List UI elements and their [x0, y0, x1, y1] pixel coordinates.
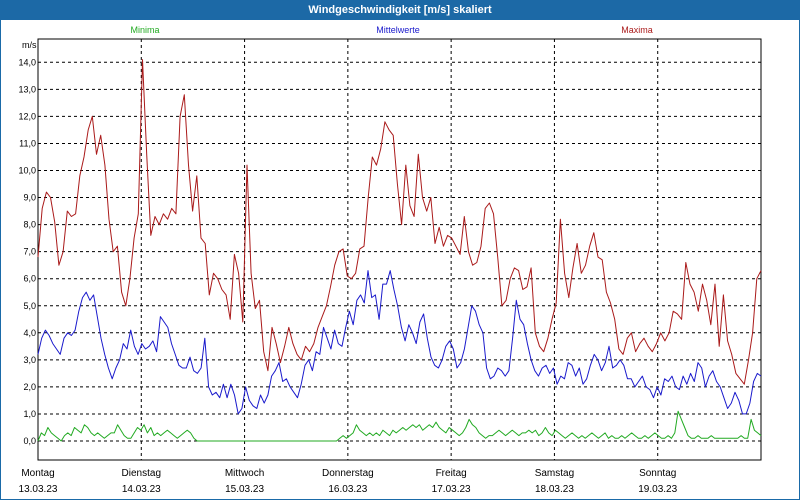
y-tick-label: 4,0: [23, 328, 36, 338]
y-tick-label: 5,0: [23, 301, 36, 311]
y-tick-label: 6,0: [23, 274, 36, 284]
legend-entry: Minima: [130, 25, 159, 35]
x-date-label: 15.03.23: [225, 484, 264, 495]
y-tick-label: 3,0: [23, 355, 36, 365]
y-tick-label: 2,0: [23, 382, 36, 392]
legend-entry: Mittelwerte: [376, 25, 420, 35]
chart-title: Windgeschwindigkeit [m/s] skaliert: [0, 0, 800, 20]
series-line-maxima: [37, 59, 762, 385]
x-day-label: Dienstag: [122, 468, 161, 479]
series-line-minima: [37, 410, 762, 442]
x-day-label: Mittwoch: [225, 468, 264, 479]
x-day-label: Sonntag: [639, 468, 676, 479]
y-tick-label: 1,0: [23, 409, 36, 419]
x-day-label: Donnerstag: [322, 468, 374, 479]
x-day-label: Freitag: [436, 468, 467, 479]
x-day-label: Montag: [21, 468, 54, 479]
y-tick-label: 14,0: [18, 57, 36, 67]
x-date-label: 14.03.23: [122, 484, 161, 495]
x-date-label: 19.03.23: [638, 484, 677, 495]
y-tick-label: 11,0: [19, 138, 36, 148]
x-date-label: 13.03.23: [19, 484, 58, 495]
y-tick-label: 12,0: [18, 111, 36, 121]
legend-entry: Maxima: [621, 25, 653, 35]
x-day-label: Samstag: [535, 468, 574, 479]
y-tick-label: 10,0: [18, 166, 36, 176]
y-tick-label: 9,0: [23, 193, 36, 203]
plot-area: [37, 38, 762, 461]
y-axis-label: m/s: [22, 40, 37, 50]
y-tick-label: 0,0: [23, 436, 36, 446]
x-date-label: 16.03.23: [328, 484, 367, 495]
x-date-label: 17.03.23: [432, 484, 471, 495]
y-tick-label: 8,0: [23, 220, 36, 230]
series-line-mittelwerte: [37, 270, 762, 415]
y-tick-label: 7,0: [23, 247, 36, 257]
x-date-label: 18.03.23: [535, 484, 574, 495]
y-tick-label: 13,0: [18, 84, 36, 94]
